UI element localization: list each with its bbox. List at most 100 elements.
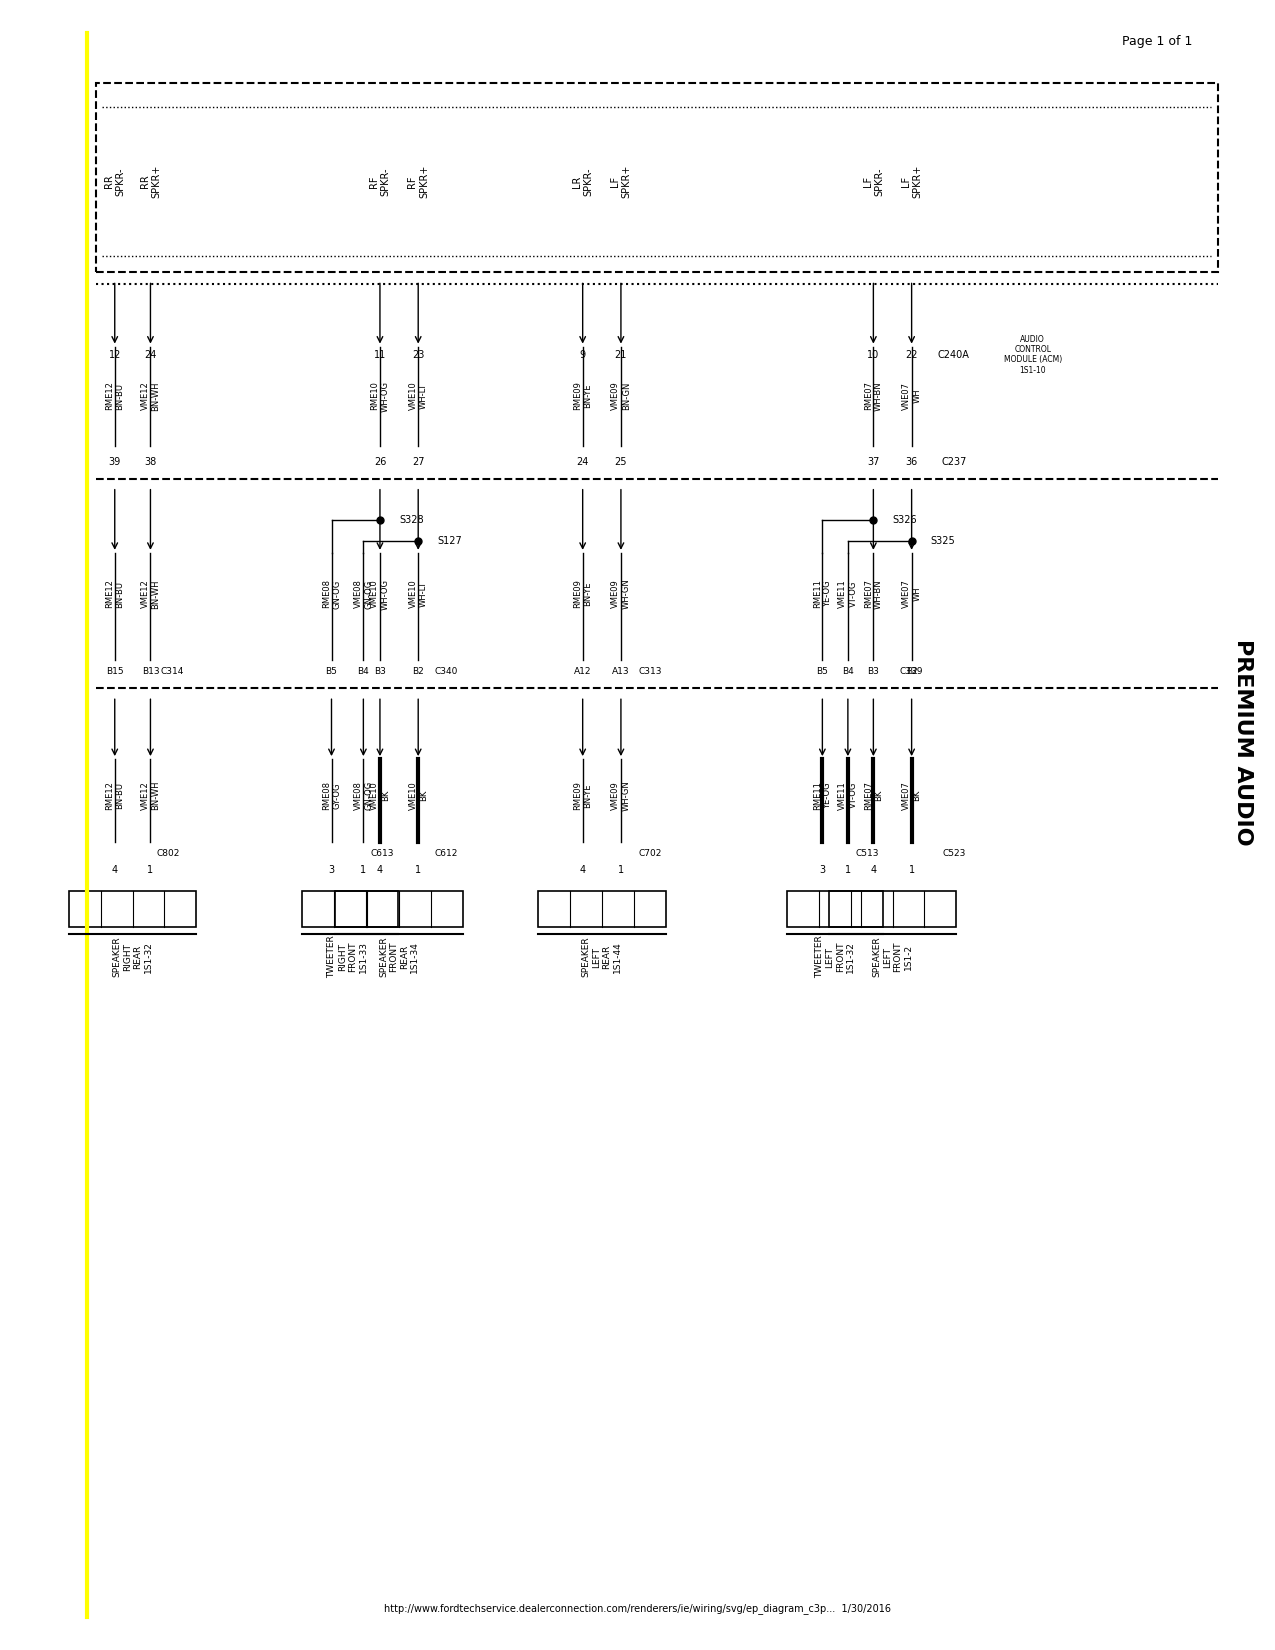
Text: 1: 1	[845, 865, 850, 874]
Text: 1: 1	[361, 865, 366, 874]
Bar	[302, 891, 398, 927]
Text: VME10
WH-OG: VME10 WH-OG	[370, 579, 390, 609]
Text: VME10
WH-LT: VME10 WH-LT	[408, 381, 428, 411]
Text: VME12
BN-WH: VME12 BN-WH	[140, 780, 161, 810]
Text: 1: 1	[909, 865, 914, 874]
Text: B2: B2	[412, 667, 425, 676]
Text: RME07
BK: RME07 BK	[863, 780, 884, 810]
Text: 38: 38	[144, 457, 157, 467]
Text: 27: 27	[412, 457, 425, 467]
Text: S325: S325	[931, 536, 955, 546]
Text: 9: 9	[580, 350, 585, 360]
Text: 4: 4	[112, 865, 117, 874]
Text: VME10
BK: VME10 BK	[408, 780, 428, 810]
Text: RME12
BN-BU: RME12 BN-BU	[105, 780, 125, 810]
Text: VME12
BN-WH: VME12 BN-WH	[140, 579, 161, 609]
Text: B15: B15	[106, 667, 124, 676]
Text: B5: B5	[325, 667, 338, 676]
Text: C314: C314	[161, 667, 184, 676]
Text: TWEETER
RIGHT
FRONT
1S1-33: TWEETER RIGHT FRONT 1S1-33	[328, 936, 367, 978]
Bar	[788, 891, 884, 927]
Text: RME07
WH-BN: RME07 WH-BN	[863, 381, 884, 411]
Text: RME09
BN-YE: RME09 BN-YE	[572, 381, 593, 411]
Text: RR
SPKR+: RR SPKR+	[140, 165, 161, 198]
Text: 3: 3	[820, 865, 825, 874]
Text: VME08
GN-OG: VME08 GN-OG	[353, 780, 374, 810]
Text: RME12
BN-BU: RME12 BN-BU	[105, 579, 125, 609]
Text: A13: A13	[612, 667, 630, 676]
Text: C313: C313	[639, 667, 662, 676]
Bar	[829, 891, 956, 927]
Text: C340: C340	[435, 667, 458, 676]
Text: C702: C702	[639, 848, 662, 858]
Text: RME07
WH-BN: RME07 WH-BN	[863, 579, 884, 609]
Bar	[538, 891, 666, 927]
Text: C237: C237	[941, 457, 966, 467]
Text: B3: B3	[374, 667, 386, 676]
Text: VME11
VT-OG: VME11 VT-OG	[838, 579, 858, 609]
Bar	[335, 891, 463, 927]
Text: 22: 22	[905, 350, 918, 360]
Text: Page 1 of 1: Page 1 of 1	[1122, 35, 1192, 48]
Text: RME08
GY-OG: RME08 GY-OG	[321, 780, 342, 810]
Text: RF
SPKR-: RF SPKR-	[370, 167, 390, 196]
Text: 24: 24	[576, 457, 589, 467]
Text: S326: S326	[892, 515, 917, 525]
Text: RME10
WH-OG: RME10 WH-OG	[370, 381, 390, 411]
Text: SPEAKER
LEFT
REAR
1S1-44: SPEAKER LEFT REAR 1S1-44	[581, 937, 622, 977]
Text: C612: C612	[435, 848, 458, 858]
Text: RME11
YE-OG: RME11 YE-OG	[812, 780, 833, 810]
Text: 26: 26	[374, 457, 386, 467]
Text: 25: 25	[615, 457, 627, 467]
Text: B4: B4	[842, 667, 854, 676]
Text: VME09
WH-GN: VME09 WH-GN	[611, 780, 631, 810]
Text: 4: 4	[377, 865, 382, 874]
Text: B5: B5	[816, 667, 829, 676]
Text: A12: A12	[574, 667, 592, 676]
Text: VME12
BN-WH: VME12 BN-WH	[140, 381, 161, 411]
Text: 23: 23	[412, 350, 425, 360]
Text: 4: 4	[871, 865, 876, 874]
Text: 1: 1	[618, 865, 623, 874]
Text: 36: 36	[905, 457, 918, 467]
Text: 11: 11	[374, 350, 386, 360]
Text: RF
SPKR+: RF SPKR+	[408, 165, 428, 198]
Text: C523: C523	[942, 848, 965, 858]
Text: VME09
BN-GN: VME09 BN-GN	[611, 381, 631, 411]
Text: VME07
BK: VME07 BK	[901, 780, 922, 810]
Text: 21: 21	[615, 350, 627, 360]
Text: SPEAKER
FRONT
REAR
1S1-34: SPEAKER FRONT REAR 1S1-34	[379, 937, 419, 977]
Text: C513: C513	[856, 848, 878, 858]
Text: LF
SPKR+: LF SPKR+	[901, 165, 922, 198]
Text: VNE07
WH: VNE07 WH	[901, 383, 922, 409]
Text: PREMIUM AUDIO: PREMIUM AUDIO	[1233, 639, 1253, 846]
Text: VME07
WH: VME07 WH	[901, 579, 922, 609]
Text: RME08
GN-OG: RME08 GN-OG	[321, 579, 342, 609]
Text: 1: 1	[148, 865, 153, 874]
Text: 4: 4	[580, 865, 585, 874]
Text: RR
SPKR-: RR SPKR-	[105, 167, 125, 196]
Text: SPEAKER
RIGHT
REAR
1S1-32: SPEAKER RIGHT REAR 1S1-32	[112, 937, 153, 977]
Text: LF
SPKR-: LF SPKR-	[863, 167, 884, 196]
Text: AUDIO
CONTROL
MODULE (ACM)
1S1-10: AUDIO CONTROL MODULE (ACM) 1S1-10	[1003, 335, 1062, 375]
Text: C339: C339	[900, 667, 923, 676]
Text: 10: 10	[867, 350, 880, 360]
Text: S328: S328	[399, 515, 423, 525]
Text: TWEETER
LEFT
FRONT
1S1-32: TWEETER LEFT FRONT 1S1-32	[815, 936, 856, 978]
Text: 12: 12	[108, 350, 121, 360]
Text: VME10
BK: VME10 BK	[370, 780, 390, 810]
Text: B13: B13	[142, 667, 159, 676]
Bar	[69, 891, 196, 927]
Text: 1: 1	[416, 865, 421, 874]
Text: VME09
WH-GN: VME09 WH-GN	[611, 579, 631, 609]
Text: C240A: C240A	[938, 350, 969, 360]
Text: 37: 37	[867, 457, 880, 467]
Text: http://www.fordtechservice.dealerconnection.com/renderers/ie/wiring/svg/ep_diagr: http://www.fordtechservice.dealerconnect…	[384, 1604, 891, 1614]
Text: RME09
BN-YE: RME09 BN-YE	[572, 579, 593, 609]
Text: 39: 39	[108, 457, 121, 467]
Text: SPEAKER
LEFT
FRONT
1S1-2: SPEAKER LEFT FRONT 1S1-2	[872, 937, 913, 977]
Text: RME09
BN-YE: RME09 BN-YE	[572, 780, 593, 810]
Text: C802: C802	[157, 848, 180, 858]
Text: RME11
YE-OG: RME11 YE-OG	[812, 579, 833, 609]
Text: S127: S127	[437, 536, 462, 546]
